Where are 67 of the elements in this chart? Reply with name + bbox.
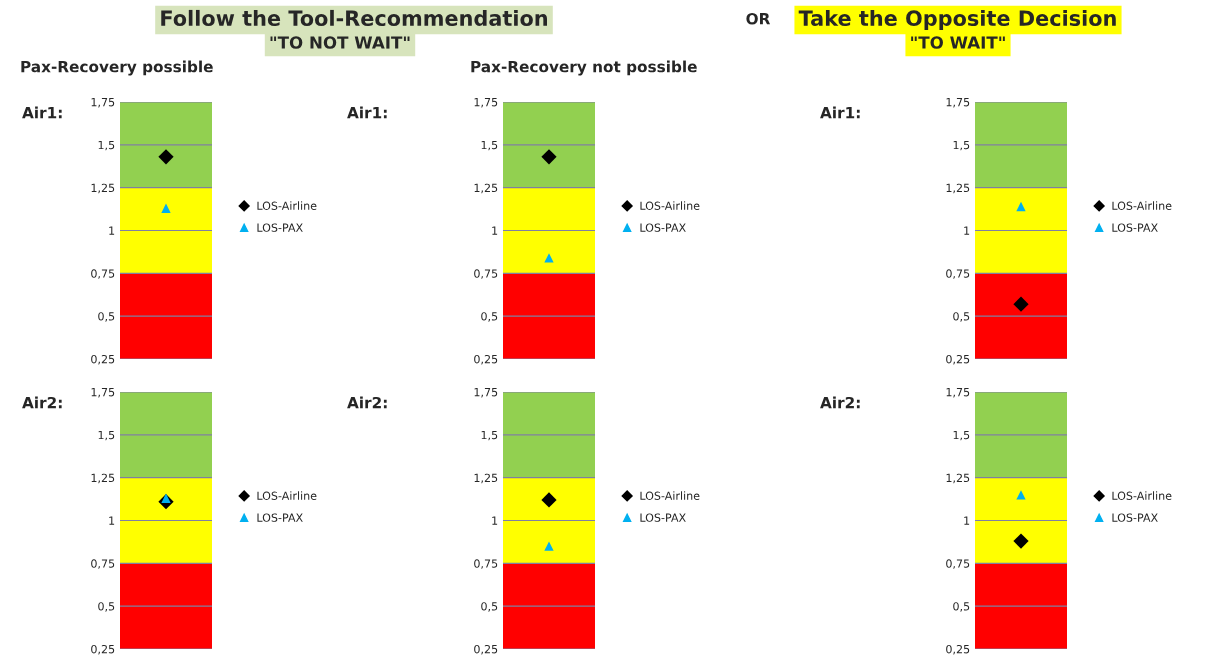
legend-label: LOS-PAX: [640, 223, 686, 232]
legend-label: LOS-PAX: [1112, 513, 1158, 522]
legend-label: LOS-Airline: [640, 491, 700, 500]
y-axis-title: Air1:: [347, 106, 387, 119]
y-tick-label: 1,75: [946, 388, 970, 398]
y-axis-title: Air1:: [820, 106, 860, 119]
y-tick-label: 0,5: [481, 312, 498, 322]
y-tick-label: 1,75: [474, 98, 498, 108]
y-tick-label: 0,75: [91, 269, 115, 279]
legend-label: LOS-PAX: [257, 513, 303, 522]
y-tick-label: 0,75: [474, 269, 498, 279]
y-tick-label: 1: [492, 226, 498, 235]
y-tick-label: 0,25: [946, 354, 970, 365]
legend-label: LOS-PAX: [257, 223, 303, 232]
legend-label: LOS-Airline: [1112, 201, 1172, 210]
y-tick-label: 1,75: [91, 388, 115, 398]
legend-label: LOS-Airline: [257, 201, 317, 210]
legend-label: LOS-Airline: [257, 491, 317, 500]
y-tick-label: 0,5: [98, 602, 115, 612]
legend-label: LOS-PAX: [1112, 223, 1158, 232]
y-tick-label: 0,5: [953, 312, 970, 322]
y-axis-title: Air2:: [22, 396, 62, 409]
y-tick-label: 1: [492, 516, 498, 525]
y-tick-label: 1,25: [474, 183, 498, 194]
text: Take the Opposite Decision: [798, 9, 1116, 31]
y-tick-label: 0,5: [953, 602, 970, 612]
y-tick-label: 0,75: [91, 559, 115, 569]
y-tick-label: 0,25: [91, 354, 115, 365]
y-tick-label: 1,25: [946, 183, 970, 194]
legend-label: LOS-Airline: [1112, 491, 1172, 500]
text: "TO WAIT": [911, 36, 1005, 49]
text: Follow the Tool-Recommendation: [161, 9, 547, 27]
text: "TO NOT WAIT": [270, 36, 410, 49]
y-tick-label: 1,75: [474, 388, 498, 398]
y-tick-label: 1,25: [474, 473, 498, 484]
y-axis-title: Air2:: [820, 396, 860, 409]
y-tick-label: 0,5: [481, 602, 498, 612]
y-tick-label: 0,25: [91, 644, 115, 655]
y-tick-label: 0,5: [98, 312, 115, 322]
y-axis-title: Air1:: [22, 106, 62, 119]
chart-title: Pax-Recovery possible: [21, 60, 213, 76]
y-tick-label: 1,5: [953, 430, 970, 441]
chart-title: Pax-Recovery not possible: [471, 60, 697, 76]
y-tick-label: 1,25: [91, 473, 115, 484]
y-tick-label: 1: [109, 516, 115, 525]
legend-label: LOS-PAX: [640, 513, 686, 522]
y-tick-label: 1,5: [98, 430, 115, 441]
y-tick-label: 1: [964, 226, 970, 235]
y-tick-label: 1: [109, 226, 115, 235]
y-tick-label: 1: [964, 516, 970, 525]
y-tick-label: 1,75: [91, 98, 115, 108]
y-tick-label: 1,5: [953, 140, 970, 151]
y-tick-label: 1,5: [481, 140, 498, 151]
y-tick-label: 1,25: [91, 183, 115, 194]
y-tick-label: 1,5: [98, 140, 115, 151]
text: OR: [746, 12, 771, 25]
y-tick-label: 1,5: [481, 430, 498, 441]
y-tick-label: 0,75: [474, 559, 498, 569]
y-tick-label: 1,25: [946, 473, 970, 484]
y-tick-label: 0,75: [946, 559, 970, 569]
y-tick-label: 0,25: [474, 644, 498, 655]
y-tick-label: 0,25: [474, 354, 498, 365]
y-tick-label: 1,75: [946, 98, 970, 108]
y-tick-label: 0,25: [946, 644, 970, 655]
y-tick-label: 0,75: [946, 269, 970, 279]
legend-label: LOS-Airline: [640, 201, 700, 210]
y-axis-title: Air2:: [347, 396, 387, 409]
